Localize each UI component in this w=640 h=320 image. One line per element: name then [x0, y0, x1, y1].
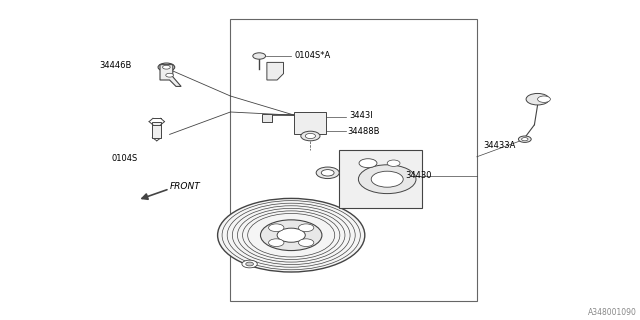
Circle shape: [246, 262, 253, 266]
Circle shape: [371, 171, 403, 187]
Circle shape: [298, 239, 314, 246]
Text: FRONT: FRONT: [170, 182, 200, 191]
Circle shape: [260, 220, 322, 251]
Bar: [339, 150, 422, 208]
Text: 34430: 34430: [405, 171, 431, 180]
Text: A348001090: A348001090: [588, 308, 637, 317]
Circle shape: [316, 167, 339, 179]
Circle shape: [301, 131, 320, 141]
Text: 34433A: 34433A: [483, 141, 516, 150]
Circle shape: [526, 93, 549, 105]
Circle shape: [298, 224, 314, 232]
Circle shape: [218, 198, 365, 272]
Circle shape: [277, 228, 305, 242]
Circle shape: [518, 136, 531, 142]
Circle shape: [158, 63, 175, 71]
Circle shape: [253, 53, 266, 59]
Text: 0104S*A: 0104S*A: [294, 51, 331, 60]
Circle shape: [166, 73, 173, 77]
Bar: [152, 122, 161, 138]
Bar: [294, 112, 326, 134]
Circle shape: [321, 170, 334, 176]
Circle shape: [305, 133, 316, 139]
Text: 34488B: 34488B: [347, 127, 380, 136]
Circle shape: [269, 224, 284, 232]
Circle shape: [522, 138, 528, 141]
Text: 3443I: 3443I: [349, 111, 372, 120]
Polygon shape: [267, 62, 284, 80]
Circle shape: [358, 165, 416, 194]
Text: 34446B: 34446B: [99, 61, 132, 70]
Bar: [262, 114, 272, 122]
Circle shape: [538, 96, 550, 102]
Circle shape: [163, 65, 170, 69]
Circle shape: [359, 159, 377, 168]
Circle shape: [269, 239, 284, 246]
Polygon shape: [160, 65, 181, 86]
Circle shape: [242, 260, 257, 268]
Circle shape: [387, 160, 400, 166]
Text: 0104S: 0104S: [112, 154, 138, 163]
Bar: [230, 19, 477, 301]
